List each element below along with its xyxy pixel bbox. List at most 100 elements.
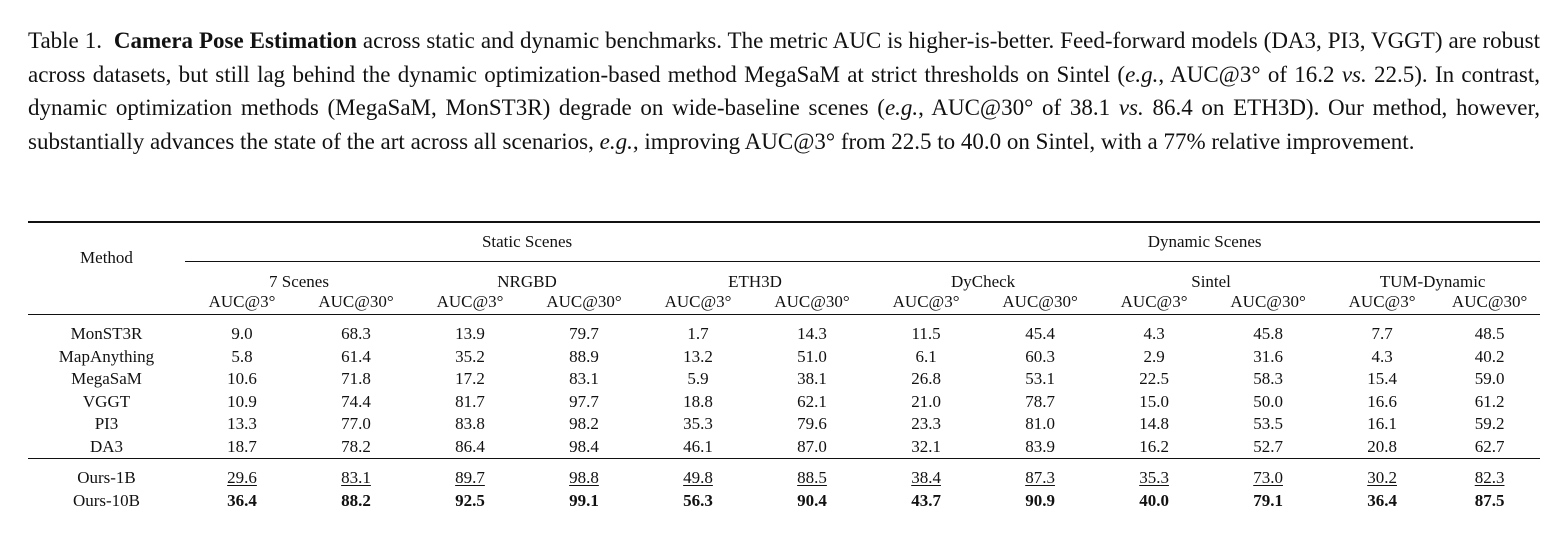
value-cell: 98.8 — [527, 467, 641, 490]
value-cell: 86.4 — [413, 436, 527, 459]
metric-header: AUC@3° — [892, 292, 960, 311]
dataset-header: ETH3D — [641, 261, 870, 292]
value-cell: 20.8 — [1325, 436, 1439, 459]
value-text: 38.1 — [797, 369, 827, 388]
value-cell: 92.5 — [413, 490, 527, 515]
caption-title: Camera Pose Estimation — [113, 28, 357, 53]
value-cell: 88.9 — [527, 346, 641, 369]
value-cell: 90.9 — [983, 490, 1097, 515]
table-row: MegaSaM 10.6 71.8 17.2 83.1 5.9 38.1 26.8 53.1 22… — [28, 368, 1540, 391]
baseline-rows: MonST3R 9.0 68.3 13.9 79.7 1.7 14.3 11.5 45.4 4.3… — [28, 315, 1540, 459]
value-cell: 43.7 — [869, 490, 983, 515]
value-cell: 13.2 — [641, 346, 755, 369]
value-text: 48.5 — [1474, 324, 1505, 343]
value-cell: 71.8 — [299, 368, 413, 391]
value-text: 68.3 — [341, 324, 371, 343]
dataset-header: Sintel — [1097, 261, 1326, 292]
value-cell: 50.0 — [1211, 391, 1325, 414]
metric-header: AUC@30° — [774, 292, 850, 311]
value-cell: 83.9 — [983, 436, 1097, 459]
value-cell: 81.7 — [413, 391, 527, 414]
value-cell: 82.3 — [1439, 467, 1540, 490]
value-cell: 38.4 — [869, 467, 983, 490]
value-cell: 59.0 — [1439, 368, 1540, 391]
value-text: 36.4 — [227, 490, 257, 510]
value-cell: 53.1 — [983, 368, 1097, 391]
value-cell: 6.1 — [869, 346, 983, 369]
value-text: 40.2 — [1474, 346, 1505, 366]
value-text: 6.1 — [915, 346, 937, 366]
value-cell: 14.8 — [1097, 413, 1211, 436]
value-cell: 40.0 — [1097, 490, 1211, 515]
value-text: 83.1 — [341, 468, 371, 487]
value-text: 43.7 — [911, 490, 941, 510]
value-text: 38.4 — [911, 468, 941, 487]
value-text: 71.8 — [341, 369, 371, 388]
value-text: 5.8 — [231, 346, 253, 366]
value-text: 58.3 — [1253, 369, 1283, 388]
value-text: 20.8 — [1367, 436, 1397, 456]
value-text: 51.0 — [797, 346, 827, 366]
value-cell: 16.2 — [1097, 436, 1211, 459]
group-header-static: Static Scenes — [185, 221, 870, 262]
value-text: 11.5 — [911, 324, 941, 343]
metric-header: AUC@3° — [664, 292, 732, 311]
value-text: 15.4 — [1367, 369, 1397, 388]
value-text: 45.4 — [1025, 324, 1055, 343]
value-cell: 10.6 — [185, 368, 299, 391]
value-text: 79.1 — [1253, 490, 1283, 510]
dataset-header-row: 7 Scenes NRGBD ETH3D DyCheck Sintel TUM-… — [28, 261, 1541, 292]
value-cell: 18.8 — [641, 391, 755, 414]
value-text: 14.3 — [797, 324, 827, 343]
value-text: 89.7 — [455, 468, 485, 487]
value-cell: 45.4 — [983, 323, 1097, 346]
value-cell: 13.9 — [413, 323, 527, 346]
value-cell: 88.5 — [755, 467, 869, 490]
value-text: 32.1 — [911, 436, 941, 456]
value-text: 29.6 — [227, 468, 257, 487]
value-text: 90.9 — [1025, 490, 1055, 510]
dataset-header: NRGBD — [413, 261, 641, 292]
value-text: 74.4 — [341, 391, 371, 411]
value-cell: 5.9 — [641, 368, 755, 391]
value-text: 13.9 — [455, 324, 485, 343]
caption-text: 86.4 on ETH3D). Our method, however, sub… — [28, 95, 1540, 154]
value-text: 10.6 — [227, 369, 257, 388]
value-text: 81.7 — [455, 391, 485, 411]
caption-vs: vs. — [1118, 95, 1144, 120]
method-cell: PI3 — [94, 414, 119, 433]
value-cell: 32.1 — [869, 436, 983, 459]
value-cell: 10.9 — [185, 391, 299, 414]
value-text: 83.1 — [569, 369, 599, 388]
value-cell: 87.5 — [1439, 490, 1540, 515]
spacer-cell — [28, 459, 1540, 468]
caption-eg: e.g. — [599, 128, 633, 154]
table-row: DA3 18.7 78.2 86.4 98.4 46.1 87.0 32.1 83.9 16.2 5… — [28, 436, 1540, 459]
value-cell: 98.2 — [527, 413, 641, 436]
value-text: 26.8 — [911, 369, 941, 388]
method-cell: Ours-1B — [77, 468, 136, 487]
value-text: 4.3 — [1143, 324, 1165, 343]
value-text: 81.0 — [1025, 414, 1055, 433]
method-header: Method — [28, 221, 185, 292]
value-cell: 98.4 — [527, 436, 641, 459]
value-text: 9.0 — [231, 324, 253, 343]
value-text: 35.3 — [1139, 468, 1169, 487]
method-cell: MonST3R — [70, 324, 143, 343]
value-cell: 15.0 — [1097, 391, 1211, 414]
value-text: 90.4 — [797, 490, 827, 510]
value-text: 60.3 — [1025, 346, 1055, 366]
ours-rows: Ours-1B 29.6 83.1 89.7 98.8 49.8 88.5 38.4 87.3 3… — [28, 458, 1541, 515]
value-text: 62.1 — [797, 391, 827, 411]
value-cell: 35.2 — [413, 346, 527, 369]
value-cell: 62.1 — [755, 391, 869, 414]
value-text: 30.2 — [1367, 468, 1397, 487]
value-cell: 2.9 — [1097, 346, 1211, 369]
value-cell: 29.6 — [185, 467, 299, 490]
caption-eg: e.g. — [1125, 61, 1159, 87]
value-text: 16.1 — [1367, 414, 1397, 433]
value-text: 21.0 — [911, 391, 941, 411]
value-cell: 35.3 — [1097, 467, 1211, 490]
value-text: 98.2 — [569, 414, 599, 433]
caption-text: , AUC@30° of 38.1 — [918, 95, 1119, 120]
